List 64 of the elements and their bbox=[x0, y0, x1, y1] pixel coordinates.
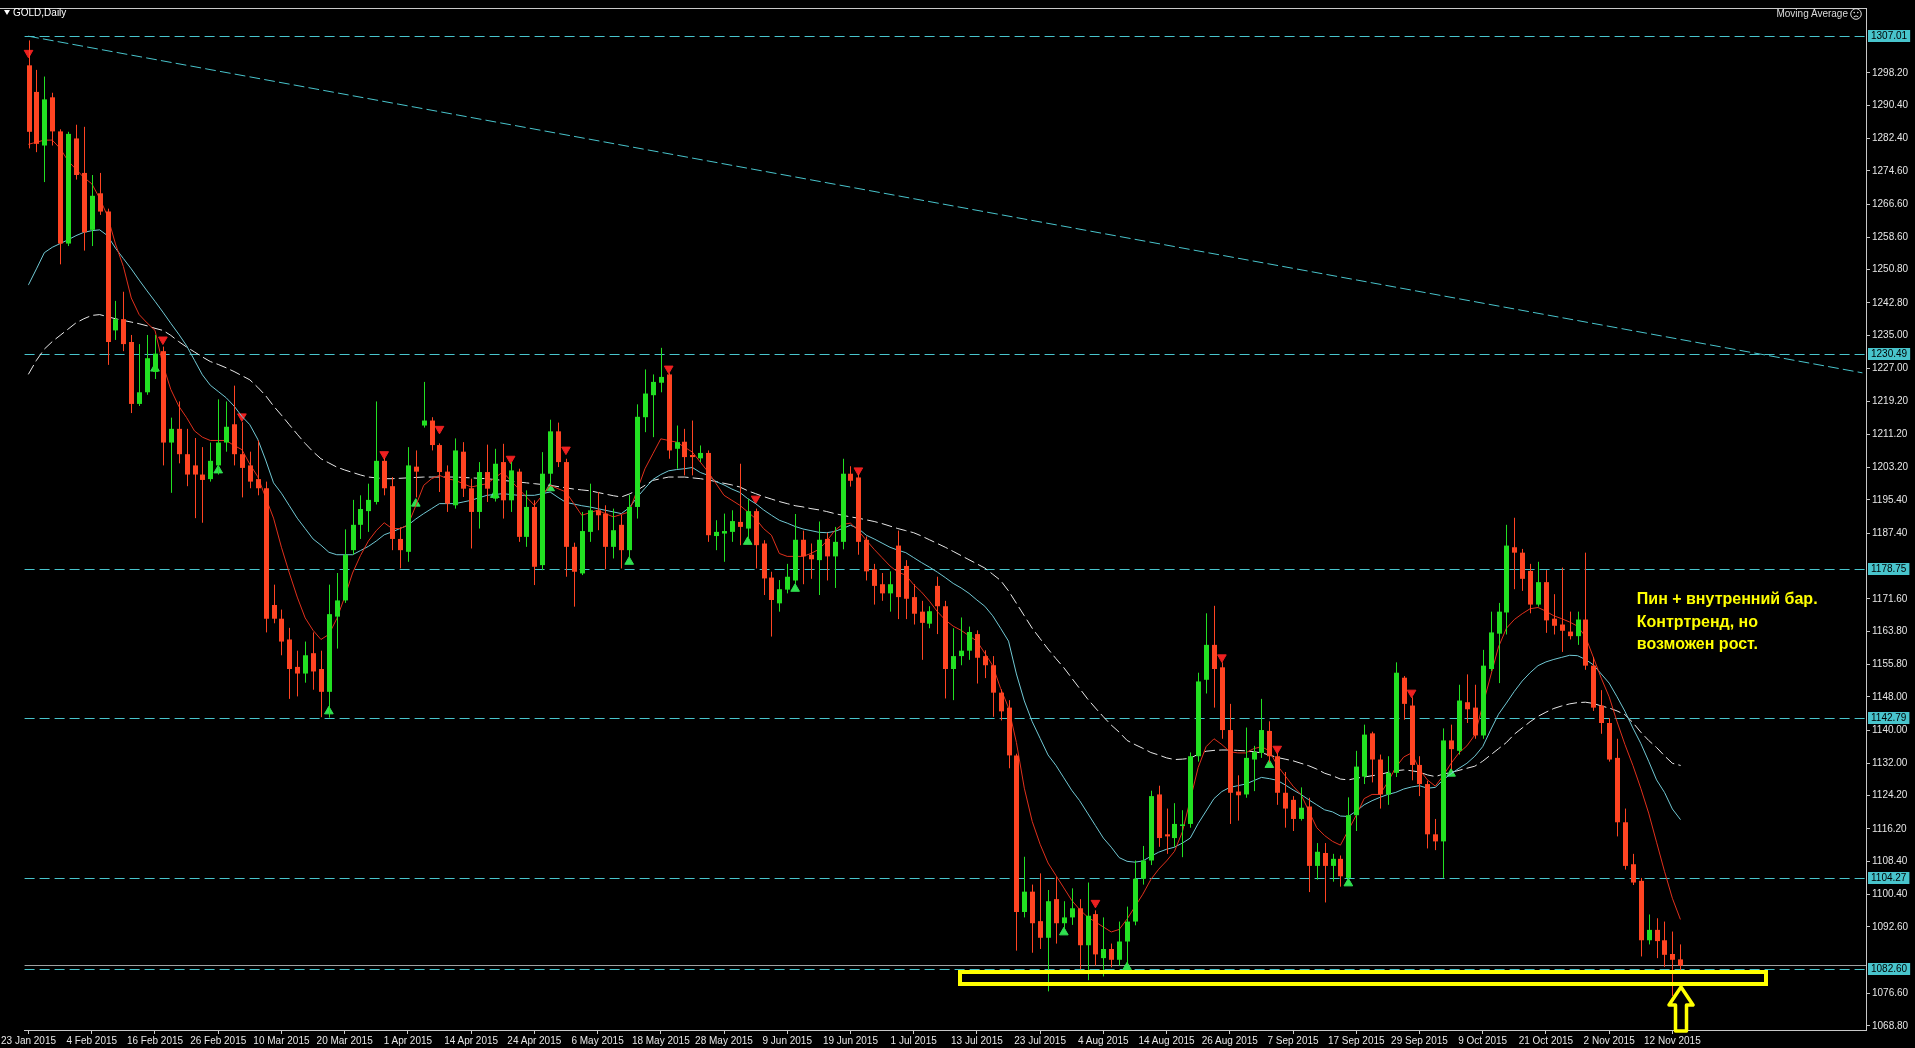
ref-line-label: 1230.49 bbox=[1871, 348, 1908, 360]
annotation: Пин + внутренний бар. Контртренд, но возможен рост. bbox=[1636, 589, 1818, 654]
y-tick-label: 1140.00 bbox=[1872, 723, 1908, 735]
ref-line-label: 1082.60 bbox=[1871, 963, 1908, 975]
x-tick-label: 24 Apr 2015 bbox=[507, 1034, 562, 1046]
y-tick-label: 1068.80 bbox=[1872, 1019, 1909, 1031]
x-tick-label: 1 Apr 2015 bbox=[383, 1034, 433, 1046]
x-tick-label: 18 May 2015 bbox=[631, 1034, 691, 1046]
y-tick-label: 1124.20 bbox=[1872, 789, 1908, 801]
x-tick-label: 20 Mar 2015 bbox=[316, 1034, 374, 1046]
annotation: Moving Average bbox=[1776, 8, 1848, 20]
x-tick-label: 7 Sep 2015 bbox=[1267, 1034, 1320, 1046]
y-tick-label: 1195.40 bbox=[1872, 493, 1908, 505]
y-tick-label: 1250.80 bbox=[1872, 263, 1909, 275]
y-tick-label: 1132.00 bbox=[1872, 757, 1908, 769]
x-tick-label: 9 Jun 2015 bbox=[762, 1034, 813, 1046]
x-tick-label: 26 Aug 2015 bbox=[1201, 1034, 1259, 1046]
x-tick-label: 19 Jun 2015 bbox=[822, 1034, 879, 1046]
y-tick-label: 1282.40 bbox=[1872, 132, 1909, 144]
x-tick-label: 26 Feb 2015 bbox=[190, 1034, 247, 1046]
x-tick-label: 23 Jan 2015 bbox=[1, 1034, 57, 1046]
y-tick-label: 1092.60 bbox=[1872, 920, 1909, 932]
y-tick-label: 1290.40 bbox=[1872, 98, 1909, 110]
x-tick-label: 9 Oct 2015 bbox=[1458, 1034, 1508, 1046]
y-tick-label: 1171.60 bbox=[1872, 592, 1908, 604]
chart-title: GOLD,Daily bbox=[13, 7, 67, 18]
ref-line-label: 1142.79 bbox=[1871, 712, 1907, 724]
y-tick-label: 1155.80 bbox=[1872, 658, 1908, 670]
y-tick-label: 1274.60 bbox=[1872, 164, 1909, 176]
y-tick-label: 1235.00 bbox=[1872, 329, 1909, 341]
x-tick-label: 13 Jul 2015 bbox=[951, 1034, 1004, 1046]
y-tick-label: 1203.20 bbox=[1872, 461, 1909, 473]
x-tick-label: 10 Mar 2015 bbox=[253, 1034, 310, 1046]
y-tick-label: 1266.60 bbox=[1872, 197, 1909, 209]
y-tick-label: 1100.40 bbox=[1872, 888, 1908, 900]
x-tick-label: 4 Aug 2015 bbox=[1078, 1034, 1130, 1046]
y-tick-label: 1242.80 bbox=[1872, 296, 1909, 308]
x-tick-label: 1 Jul 2015 bbox=[890, 1034, 938, 1046]
y-tick-label: 1258.60 bbox=[1872, 231, 1909, 243]
x-tick-label: 14 Aug 2015 bbox=[1138, 1034, 1196, 1046]
y-tick-label: 1187.40 bbox=[1872, 526, 1908, 538]
x-tick-label: 12 Nov 2015 bbox=[1644, 1034, 1702, 1046]
y-tick-label: 1227.00 bbox=[1872, 362, 1909, 374]
ref-line-label: 1178.75 bbox=[1871, 563, 1907, 575]
y-tick-label: 1211.20 bbox=[1872, 428, 1908, 439]
x-tick-label: 23 Jul 2015 bbox=[1014, 1034, 1067, 1046]
ref-line-label: 1307.01 bbox=[1871, 30, 1908, 42]
x-tick-label: 16 Feb 2015 bbox=[126, 1034, 184, 1046]
ref-line-label: 1104.27 bbox=[1871, 872, 1907, 884]
x-tick-label: 29 Sep 2015 bbox=[1391, 1034, 1449, 1046]
y-tick-label: 1108.40 bbox=[1872, 855, 1908, 867]
y-tick-label: 1219.20 bbox=[1872, 394, 1909, 406]
y-tick-label: 1163.80 bbox=[1872, 624, 1908, 636]
y-tick-label: 1148.00 bbox=[1872, 690, 1908, 702]
x-tick-label: 4 Feb 2015 bbox=[66, 1034, 118, 1046]
x-tick-label: 28 May 2015 bbox=[695, 1034, 754, 1046]
y-tick-label: 1298.20 bbox=[1872, 66, 1909, 78]
x-tick-label: 14 Apr 2015 bbox=[444, 1034, 499, 1046]
y-tick-label: 1076.60 bbox=[1872, 987, 1909, 999]
x-tick-label: 2 Nov 2015 bbox=[1583, 1034, 1636, 1046]
x-tick-label: 6 May 2015 bbox=[571, 1034, 625, 1046]
x-tick-label: 21 Oct 2015 bbox=[1518, 1034, 1574, 1046]
y-tick-label: 1116.20 bbox=[1872, 822, 1908, 834]
x-tick-label: 17 Sep 2015 bbox=[1327, 1034, 1386, 1046]
